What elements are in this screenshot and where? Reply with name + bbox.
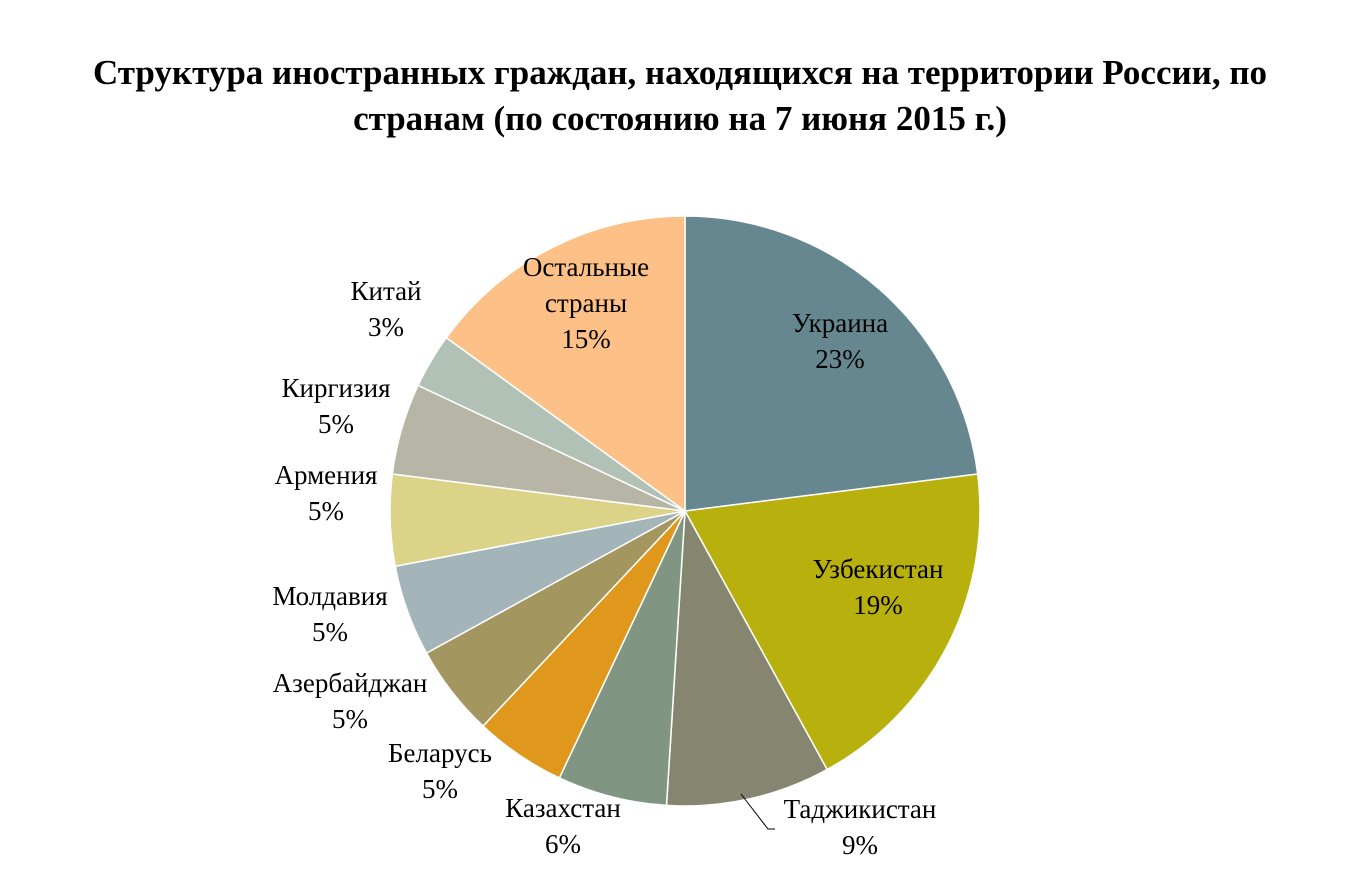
slice-label-таджикистан: Таджикистан 9% xyxy=(784,794,937,860)
slice-label-китай: Китай 3% xyxy=(350,276,421,342)
slice-label-киргизия: Киргизия 5% xyxy=(281,373,390,439)
leader-line-tajikistan xyxy=(740,793,775,830)
slice-label-азербайджан: Азербайджан 5% xyxy=(273,668,428,734)
slice-label-казахстан: Казахстан 6% xyxy=(505,793,621,859)
slice-label-молдавия: Молдавия 5% xyxy=(272,581,387,647)
slice-label-беларусь: Беларусь 5% xyxy=(388,738,492,804)
chart-title-line-1: Структура иностранных граждан, находящих… xyxy=(92,53,1267,92)
chart-title: Структура иностранных граждан, находящих… xyxy=(0,50,1360,142)
pie-slice-украина xyxy=(684,215,979,512)
pie-slice-таджикистан xyxy=(665,508,829,807)
slice-label-остальные-страны: Остальные страны 15% xyxy=(523,252,649,354)
pie-slice-остальные-страны xyxy=(445,215,686,513)
slice-label-украина: Украина 23% xyxy=(792,308,888,374)
pie-slice-узбекистан xyxy=(683,473,981,771)
slice-label-армения: Армения 5% xyxy=(275,460,378,526)
chart-title-line-2: странам (по состоянию на 7 июня 2015 г.) xyxy=(353,99,1007,138)
slice-label-узбекистан: Узбекистан 19% xyxy=(813,554,944,620)
